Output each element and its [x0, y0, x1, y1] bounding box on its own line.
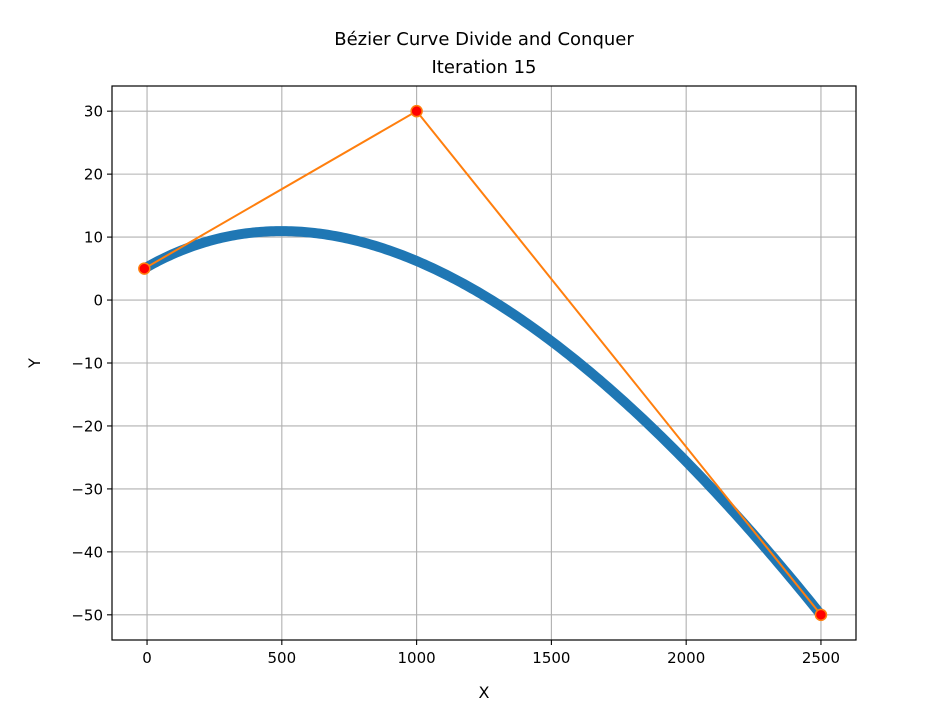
x-tick-label: 2000	[667, 649, 705, 667]
y-axis-label: Y	[25, 358, 44, 369]
control-point-marker	[138, 262, 151, 275]
y-tick-label: 0	[93, 292, 103, 310]
control-point-marker	[410, 104, 423, 118]
control-point-marker	[814, 608, 828, 622]
x-tick-label: 1000	[398, 649, 436, 667]
y-tick-label: −40	[71, 543, 103, 561]
y-tick-label: −50	[71, 606, 103, 624]
chart-title: Bézier Curve Divide and Conquer	[334, 29, 634, 50]
grid	[112, 86, 856, 640]
plot-area	[138, 104, 828, 622]
bezier-curve	[139, 226, 826, 620]
y-tick-label: 20	[84, 166, 103, 184]
y-tick-label: −10	[71, 355, 103, 373]
x-tick-label: 2500	[802, 649, 840, 667]
y-tick-label: 30	[84, 103, 103, 121]
chart-subtitle: Iteration 15	[432, 57, 537, 78]
ticks: 0 500 1000 1500 2000 2500 30 20 10 0 −10 −20 −30 −40 −…	[71, 103, 840, 667]
x-axis-label: X	[479, 683, 490, 700]
x-tick-label: 0	[142, 649, 152, 667]
y-tick-label: 10	[84, 229, 103, 247]
x-tick-label: 1500	[532, 649, 570, 667]
y-tick-label: −30	[71, 480, 103, 498]
x-tick-label: 500	[268, 649, 297, 667]
y-tick-label: −20	[71, 417, 103, 435]
